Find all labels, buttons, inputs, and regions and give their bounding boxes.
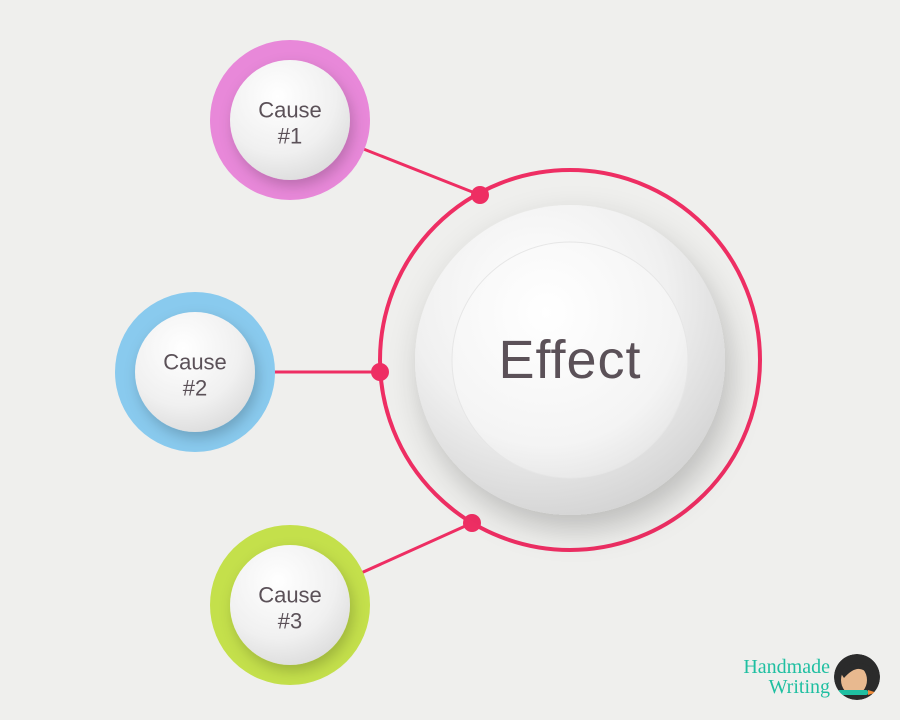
brand-logo-avatar <box>834 654 880 700</box>
cause-2-label-line1: Cause <box>163 350 227 375</box>
diagram-svg: Effect Cause #1 Cause #2 Cause <box>0 0 900 720</box>
cause-node-1: Cause #1 <box>210 40 370 200</box>
brand-logo-text: Handmade Writing <box>743 657 830 697</box>
brand-logo-line2: Writing <box>743 677 830 697</box>
brand-logo: Handmade Writing <box>743 654 880 700</box>
cause-3-label-line2: #3 <box>278 609 302 634</box>
cause-1-label-line1: Cause <box>258 98 322 123</box>
cause-node-2: Cause #2 <box>115 292 275 452</box>
cause-3-label-line1: Cause <box>258 583 322 608</box>
cause-1-label-line2: #1 <box>278 124 302 149</box>
diagram-canvas: Effect Cause #1 Cause #2 Cause <box>0 0 900 720</box>
avatar-icon <box>834 654 880 700</box>
cause-2-label-line2: #2 <box>183 376 207 401</box>
brand-logo-line1: Handmade <box>743 657 830 677</box>
effect-label: Effect <box>498 330 641 390</box>
cause-node-3: Cause #3 <box>210 525 370 685</box>
